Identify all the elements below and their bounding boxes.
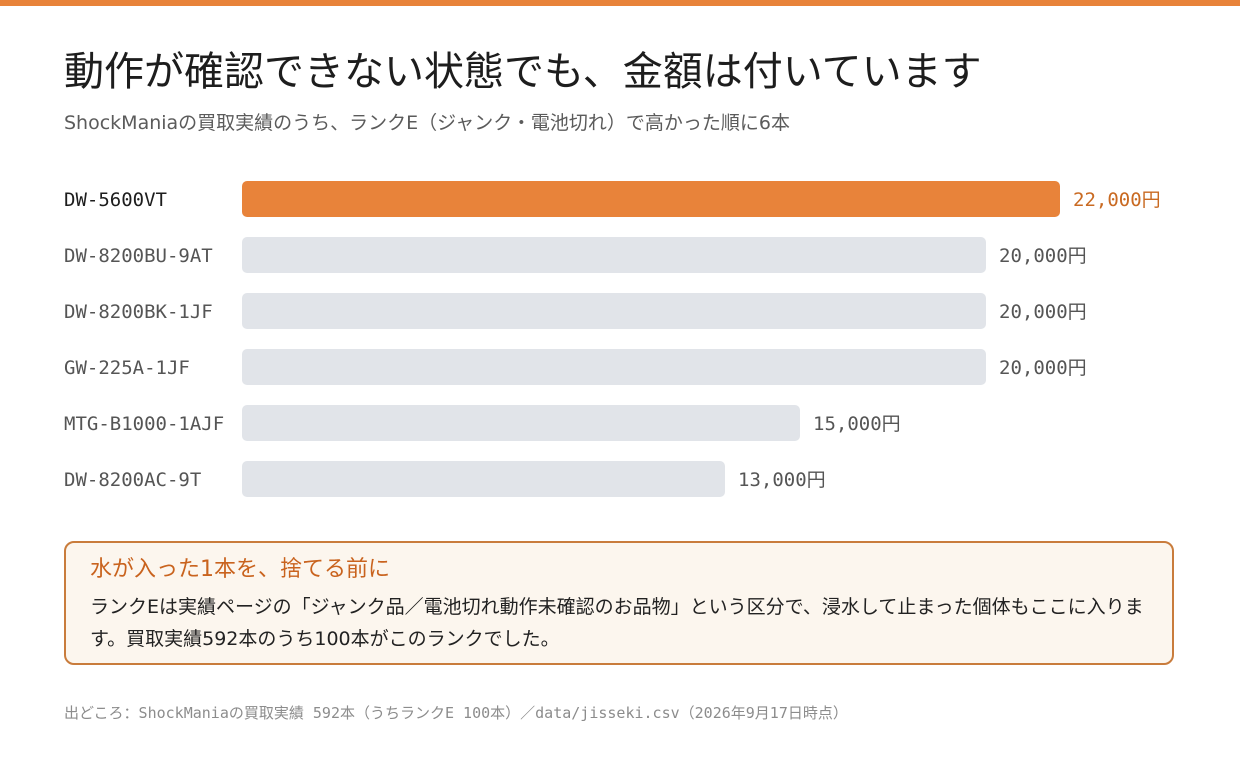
bar-5	[242, 461, 725, 497]
chart-title: 動作が確認できない状態でも、金額は付いています	[64, 49, 982, 95]
value-label-3: 20,000円	[999, 357, 1087, 379]
value-label-0: 22,000円	[1073, 189, 1161, 211]
value-label-5: 13,000円	[738, 469, 826, 491]
top-accent-strip	[0, 0, 1240, 6]
callout-title: 水が入った1本を、捨てる前に	[90, 557, 390, 582]
category-label-5: DW-8200AC-9T	[64, 469, 201, 491]
category-label-1: DW-8200BU-9AT	[64, 245, 213, 267]
bar-3	[242, 349, 986, 385]
bar-1	[242, 237, 986, 273]
source-note: 出どころ：ShockManiaの買取実績 592本（うちランクE 100本）／d…	[64, 704, 848, 722]
category-label-3: GW-225A-1JF	[64, 357, 190, 379]
callout-body: ランクEは実績ページの「ジャンク品／電池切れ動作未確認のお品物」という区分で、浸…	[90, 596, 1144, 650]
bar-chart-svg: DW-5600VT 22,000円 DW-8200BU-9AT 20,000円 DW-8…	[64, 181, 1161, 497]
category-label-0: DW-5600VT	[64, 189, 167, 211]
bar-2	[242, 293, 986, 329]
bar-0	[242, 181, 1060, 217]
callout-box: 水が入った1本を、捨てる前に ランクEは実績ページの「ジャンク品／電池切れ動作未…	[64, 541, 1174, 665]
bar-4	[242, 405, 800, 441]
value-label-4: 15,000円	[813, 413, 901, 435]
value-label-1: 20,000円	[999, 245, 1087, 267]
bar-chart: DW-5600VT 22,000円 DW-8200BU-9AT 20,000円 DW-8…	[64, 181, 1161, 497]
value-label-2: 20,000円	[999, 301, 1087, 323]
category-label-2: DW-8200BK-1JF	[64, 301, 213, 323]
chart-subtitle: ShockManiaの買取実績のうち、ランクE（ジャンク・電池切れ）で高かった順…	[64, 112, 790, 134]
category-label-4: MTG-B1000-1AJF	[64, 413, 224, 435]
